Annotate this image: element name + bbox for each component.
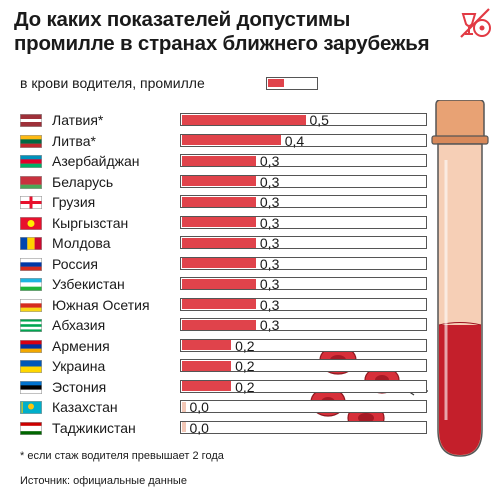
bar xyxy=(181,196,256,207)
bar xyxy=(181,401,186,412)
value-label: 0,5 xyxy=(309,112,329,128)
source-note: Источник: официальные данные xyxy=(20,475,187,487)
value-label: 0,2 xyxy=(235,358,255,374)
bar xyxy=(181,155,256,166)
bar-track xyxy=(180,379,427,393)
bar xyxy=(181,237,256,248)
value-label: 0,3 xyxy=(259,276,280,292)
bar xyxy=(181,278,256,289)
category-label: Грузия xyxy=(52,194,96,210)
category-label: Молдова xyxy=(52,235,111,251)
category-label: Россия xyxy=(52,255,98,272)
flag-kyrgyzstan-icon xyxy=(20,216,42,230)
bar-track xyxy=(180,359,427,372)
value-label: 0,3 xyxy=(259,255,280,272)
flag-abkhazia-icon xyxy=(20,319,42,332)
category-label: Казахстан xyxy=(52,399,118,415)
bar xyxy=(181,217,256,227)
flag-moldova-icon xyxy=(20,237,42,250)
legend-label: в крови водителя, промилле xyxy=(20,75,205,91)
bar xyxy=(181,360,232,371)
flag-armenia-icon xyxy=(20,339,42,353)
flag-lithuania-icon xyxy=(20,134,42,148)
category-label: Беларусь xyxy=(52,173,114,190)
flag-kazakhstan-icon xyxy=(20,401,42,414)
flag-ukraine-icon xyxy=(20,360,42,373)
category-label: Азербайджан xyxy=(52,153,140,169)
value-label: 0,2 xyxy=(235,337,255,354)
legend-swatch xyxy=(266,77,318,90)
value-label: 0,3 xyxy=(259,153,280,169)
flag-tajikistan-icon xyxy=(20,421,42,435)
bar xyxy=(181,319,256,330)
category-label: Таджикистан xyxy=(52,419,136,436)
flag-south-ossetia-icon xyxy=(20,298,42,312)
category-label: Эстония xyxy=(52,378,107,395)
test-tube-icon xyxy=(431,100,489,457)
category-label: Латвия* xyxy=(52,112,104,128)
value-label: 0,3 xyxy=(259,173,280,190)
flag-estonia-icon xyxy=(20,380,42,394)
bar-track xyxy=(180,400,427,413)
category-label: Кыргызстан xyxy=(52,214,129,231)
flag-belarus-icon xyxy=(20,175,42,189)
flag-azerbaijan-icon xyxy=(20,155,42,168)
bar xyxy=(181,258,256,268)
bar xyxy=(181,114,306,125)
category-label: Армения xyxy=(52,337,110,354)
bar xyxy=(181,176,256,186)
bar xyxy=(181,340,232,350)
bar-track xyxy=(180,420,427,434)
value-label: 0,2 xyxy=(235,378,255,395)
flag-latvia-icon xyxy=(20,114,42,127)
flag-georgia-icon xyxy=(20,196,42,209)
bar-track xyxy=(180,338,427,352)
bar xyxy=(181,135,281,145)
category-label: Южная Осетия xyxy=(52,296,150,313)
value-label: 0,0 xyxy=(189,419,209,436)
flag-uzbekistan-icon xyxy=(20,278,42,291)
car-wine-glass-logo-icon xyxy=(460,8,491,38)
bar xyxy=(181,422,186,432)
category-label: Литва* xyxy=(52,132,96,149)
value-label: 0,3 xyxy=(259,317,280,333)
footnote: * если стаж водителя превышает 2 года xyxy=(20,450,224,462)
bar xyxy=(181,381,232,391)
bar xyxy=(181,299,256,309)
value-label: 0,3 xyxy=(259,194,280,210)
category-label: Украина xyxy=(52,358,106,374)
chart-title: До каких показателей допустимы промилле … xyxy=(14,8,430,55)
value-label: 0,3 xyxy=(259,214,280,231)
value-label: 0,3 xyxy=(259,296,280,313)
value-label: 0,4 xyxy=(284,132,305,149)
value-label: 0,3 xyxy=(259,235,280,251)
category-label: Абхазия xyxy=(52,317,106,333)
category-label: Узбекистан xyxy=(52,276,125,292)
flag-russia-icon xyxy=(20,257,42,271)
value-label: 0,0 xyxy=(189,399,209,415)
